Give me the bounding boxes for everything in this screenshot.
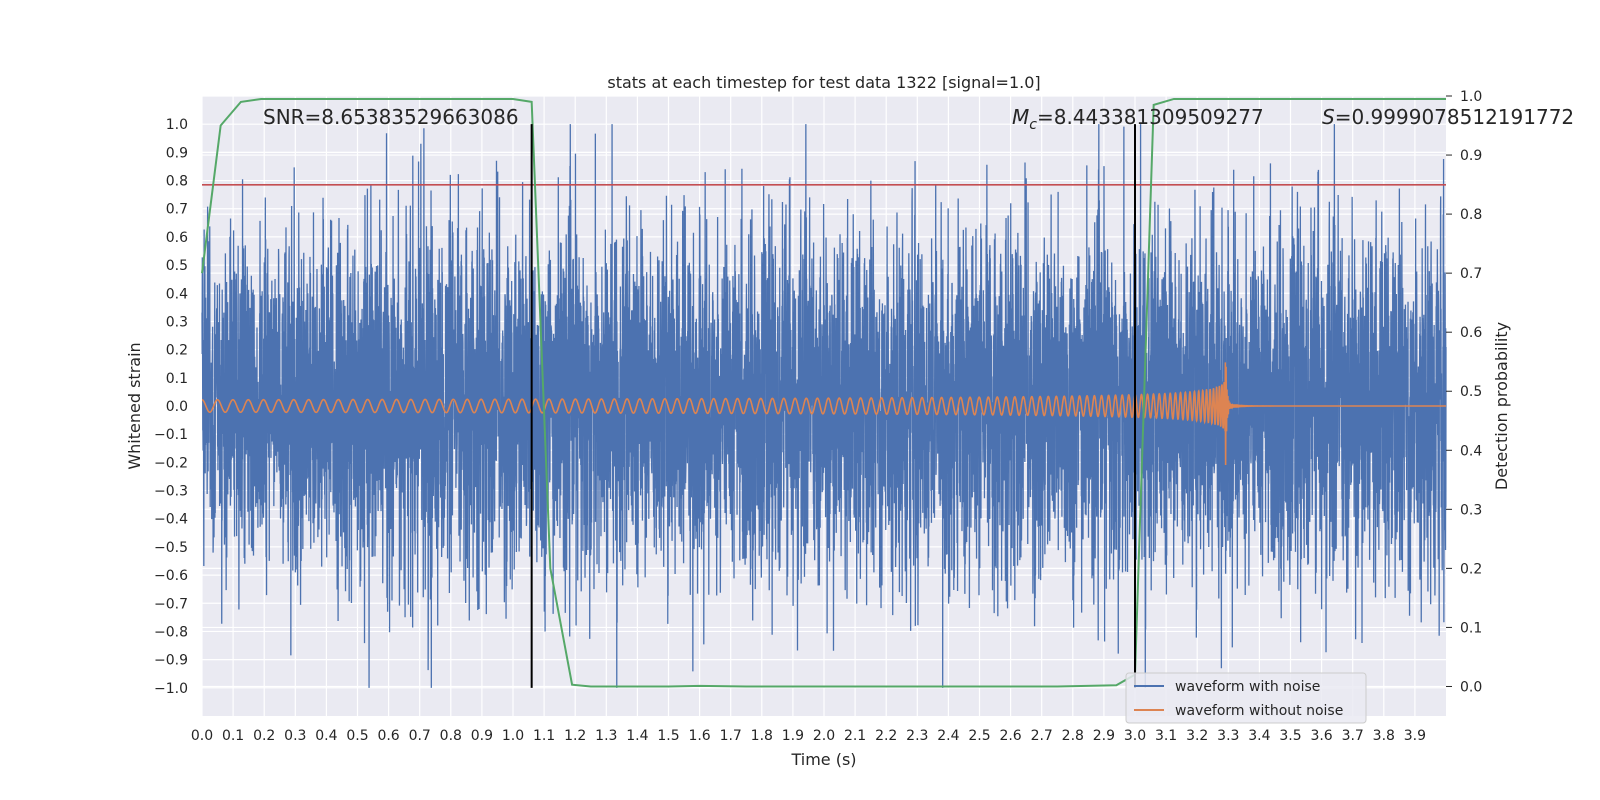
x-tick-label: 3.1 [1155,728,1177,744]
series-layer [201,97,1447,688]
y-tick-label: 0.1 [166,371,188,387]
x-tick-label: 3.8 [1373,728,1395,744]
y-right-axis-label: Detection probability [1492,322,1511,490]
x-tick-label: 2.5 [968,728,990,744]
x-tick-label: 0.9 [471,728,493,744]
x-tick-label: 1.7 [720,728,742,744]
y-right-tick-label: 0.8 [1460,207,1482,223]
y-right-tick-label: 0.5 [1460,384,1482,400]
x-tick-label: 0.3 [284,728,306,744]
x-tick-label: 0.1 [222,728,244,744]
x-tick-label: 1.9 [782,728,804,744]
chirp-mass-value: =8.443381309509277 [1037,105,1264,129]
y-right-tick-label: 0.7 [1460,266,1482,282]
score-annotation: S=0.9999078512191772 [1322,105,1574,129]
x-tick-label: 1.1 [533,728,555,744]
y-tick-label: −0.2 [154,455,188,471]
x-tick-label: 3.3 [1217,728,1239,744]
y-right-tick-label: 0.4 [1460,443,1482,459]
x-tick-label: 3.2 [1186,728,1208,744]
y-tick-label: −0.6 [154,568,188,584]
x-tick-label: 1.2 [564,728,586,744]
noisy-waveform-line [201,124,1447,688]
x-tick-label: 2.2 [875,728,897,744]
score-value: =0.9999078512191772 [1335,105,1574,129]
x-tick-label: 2.8 [1062,728,1084,744]
x-tick-label: 2.0 [813,728,835,744]
x-tick-label: 1.5 [657,728,679,744]
x-tick-label: 2.3 [906,728,928,744]
legend-label-clean: waveform without noise [1175,703,1343,719]
y-tick-label: 0.5 [166,258,188,274]
y-tick-label: −0.3 [154,484,188,500]
x-tick-label: 2.4 [937,728,959,744]
y-tick-label: 0.9 [166,145,188,161]
x-tick-label: 3.7 [1342,728,1364,744]
y-tick-label: 0.7 [166,202,188,218]
chart-title: stats at each timestep for test data 132… [607,73,1040,92]
x-tick-label: 3.0 [1124,728,1146,744]
y-tick-label: −1.0 [154,681,188,697]
y-tick-label: 0.8 [166,174,188,190]
x-tick-label: 2.7 [1031,728,1053,744]
y-tick-label: −0.4 [154,512,188,528]
chirp-mass-annotation: Mc=8.443381309509277 [1012,105,1264,133]
x-tick-label: 1.0 [502,728,524,744]
y-tick-label: 1.0 [166,117,188,133]
legend-box [1125,672,1367,724]
x-tick-label: 3.9 [1404,728,1426,744]
y-tick-label: 0.4 [166,286,188,302]
chirp-mass-subscript: c [1029,117,1037,133]
y-axis-label: Whitened strain [125,342,144,469]
x-tick-label: 2.6 [999,728,1021,744]
snr-annotation: SNR=8.65383529663086 [263,105,519,129]
legend: waveform with noise waveform without noi… [1125,672,1367,724]
y-right-tick-label: 0.9 [1460,148,1482,164]
y-tick-label: −0.1 [154,427,188,443]
y-right-tick-label: 0.3 [1460,502,1482,518]
y-right-tick-label: 0.6 [1460,325,1482,341]
x-tick-label: 3.6 [1310,728,1332,744]
y-tick-label: 0.6 [166,230,188,246]
y-tick-label: −0.5 [154,540,188,556]
x-tick-label: 0.2 [253,728,275,744]
x-tick-label: 0.8 [440,728,462,744]
x-axis-label: Time (s) [790,750,856,769]
y-right-tick-label: 0.2 [1460,561,1482,577]
x-tick-label: 3.5 [1279,728,1301,744]
score-symbol: S [1322,105,1335,129]
y-right-tick-label: 0.1 [1460,620,1482,636]
x-tick-label: 0.0 [191,728,213,744]
detection-probability-line [201,97,1446,688]
x-tick-label: 1.8 [751,728,773,744]
x-tick-label: 0.6 [377,728,399,744]
x-tick-label: 1.3 [595,728,617,744]
y-tick-label: 0.2 [166,343,188,359]
y-right-tick-label: 1.0 [1460,89,1482,105]
legend-label-noise: waveform with noise [1175,679,1320,695]
x-tick-label: 0.5 [346,728,368,744]
tick-layer: 0.0 0.1 0.2 0.3 0.4 0.5 0.6 0.7 0.8 0.9 1.0 1.1 1.2 1… [154,89,1482,744]
clean-waveform-line [201,362,1446,465]
x-tick-label: 0.7 [409,728,431,744]
x-tick-label: 0.4 [315,728,337,744]
x-tick-label: 2.9 [1093,728,1115,744]
y-tick-label: −0.7 [154,596,188,612]
y-tick-label: 0.3 [166,314,188,330]
y-right-tick-label: 0.0 [1460,679,1482,695]
y-tick-label: −0.8 [154,624,188,640]
x-tick-label: 2.1 [844,728,866,744]
y-tick-label: 0.0 [166,399,188,415]
x-tick-label: 1.6 [688,728,710,744]
chirp-mass-symbol: M [1012,105,1029,129]
x-tick-label: 1.4 [626,728,648,744]
x-tick-label: 3.4 [1248,728,1270,744]
y-tick-label: −0.9 [154,653,188,669]
